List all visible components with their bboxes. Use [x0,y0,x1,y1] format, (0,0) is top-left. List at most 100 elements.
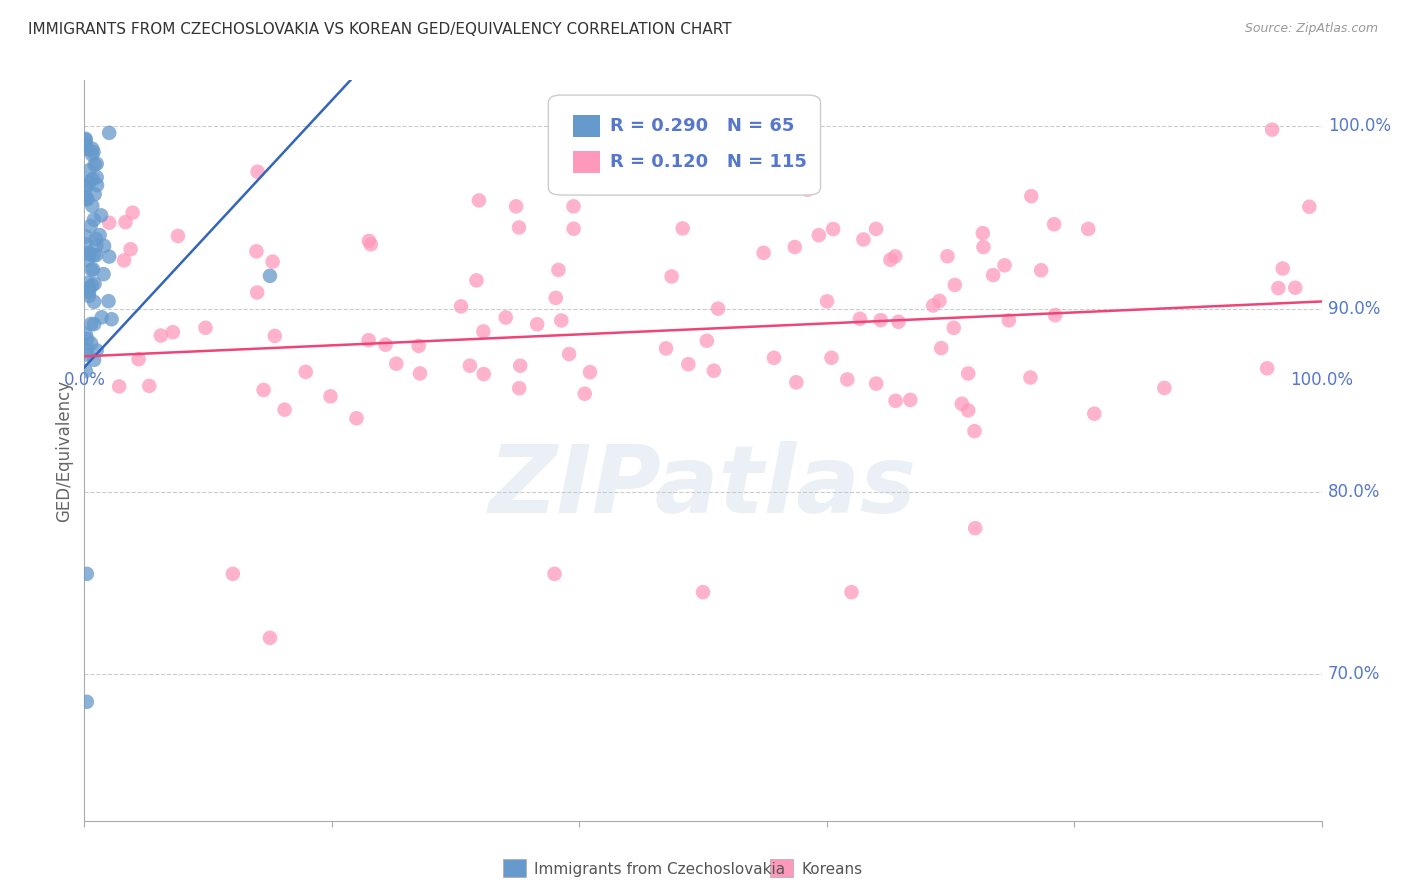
Point [246,164,269,178]
Point [852,232,875,246]
Point [922,298,945,312]
Point [1261,122,1284,136]
Point [550,313,572,327]
Text: ZIPatlas: ZIPatlas [489,442,917,533]
Point [409,367,432,381]
Point [259,631,281,645]
Y-axis label: GED/Equivalency: GED/Equivalency [55,379,73,522]
Point [222,566,245,581]
Point [1021,189,1043,203]
Point [972,226,994,240]
Point [80,317,103,331]
Point [82,142,104,156]
Text: R = 0.120   N = 115: R = 0.120 N = 115 [610,153,807,170]
Point [75,237,97,252]
Point [86,238,108,252]
Point [98,250,121,264]
Point [965,521,987,535]
Point [884,393,907,408]
Point [707,301,730,316]
Point [1298,200,1320,214]
Point [1077,222,1099,236]
Point [77,163,100,178]
Point [121,205,143,219]
Point [167,229,190,244]
Point [505,199,527,213]
Point [128,352,150,367]
Point [93,239,115,253]
Point [837,372,859,386]
Point [162,325,184,339]
Point [360,237,382,252]
Text: IMMIGRANTS FROM CZECHOSLOVAKIA VS KOREAN GED/EQUIVALENCY CORRELATION CHART: IMMIGRANTS FROM CZECHOSLOVAKIA VS KOREAN… [28,22,731,37]
Point [963,424,986,438]
Point [83,212,105,227]
Point [76,332,98,346]
Point [957,403,980,417]
Point [796,183,818,197]
Text: R = 0.290   N = 65: R = 0.290 N = 65 [610,117,794,136]
Point [112,253,135,268]
Point [194,320,217,334]
Point [574,386,596,401]
Point [89,228,111,243]
Point [98,216,121,230]
Point [262,254,284,268]
Point [942,320,965,334]
Point [998,313,1021,327]
Point [75,181,97,195]
Point [76,695,98,709]
Point [957,367,980,381]
Point [75,178,97,193]
Point [97,294,120,309]
Point [76,192,98,206]
Point [75,190,97,204]
Point [458,359,481,373]
Point [357,333,380,347]
Point [655,342,678,356]
Point [468,194,491,208]
Bar [503,859,526,877]
Bar [770,859,793,877]
Point [76,343,98,357]
Point [547,263,569,277]
Point [1267,281,1289,295]
Point [294,365,316,379]
Point [1043,217,1066,231]
FancyBboxPatch shape [548,95,821,195]
Point [558,347,581,361]
Point [79,247,101,261]
Point [75,285,97,299]
Point [898,392,921,407]
Point [82,172,104,186]
Point [972,240,994,254]
Point [543,566,565,581]
Point [259,268,281,283]
Point [928,293,950,308]
Point [865,376,887,391]
Point [86,157,108,171]
Point [77,289,100,303]
Point [80,336,103,351]
Point [75,326,97,341]
Point [1153,381,1175,395]
Point [108,379,131,393]
Point [993,258,1015,272]
Point [86,178,108,193]
Point [1284,281,1306,295]
Point [80,147,103,161]
Point [1029,263,1052,277]
Point [83,294,105,309]
Point [75,141,97,155]
Point [77,285,100,299]
Point [385,357,408,371]
Point [76,276,98,290]
Point [346,411,368,425]
Point [943,277,966,292]
Point [75,137,97,152]
Point [879,252,901,267]
Point [783,240,806,254]
Point [929,341,952,355]
Point [83,352,105,367]
Point [763,351,786,365]
